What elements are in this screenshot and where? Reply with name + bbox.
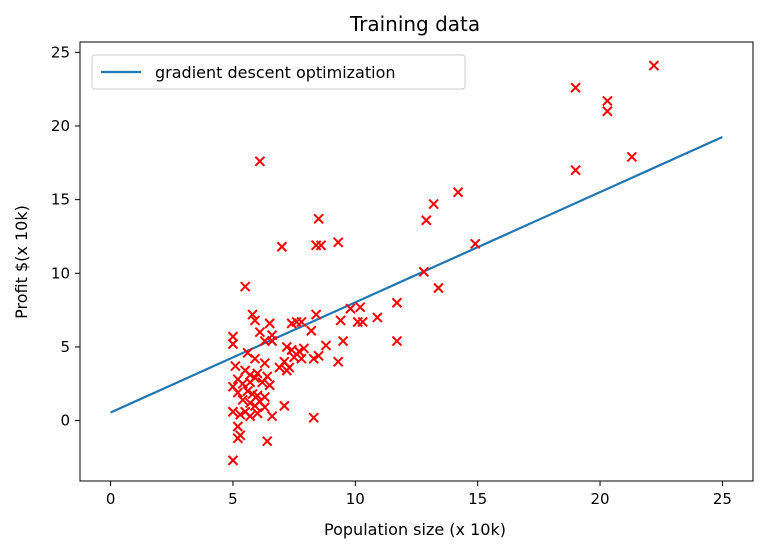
- data-point-marker: [428, 198, 439, 210]
- data-point-marker: [602, 106, 613, 117]
- data-point-marker: [570, 82, 581, 93]
- x-tick-label: 5: [228, 490, 238, 508]
- data-point-marker: [391, 335, 403, 347]
- data-point-marker: [244, 410, 256, 422]
- data-point-marker: [232, 421, 244, 432]
- data-point-marker: [259, 357, 270, 369]
- legend: gradient descent optimization: [91, 54, 466, 90]
- data-point-marker: [355, 301, 366, 313]
- data-point-marker: [308, 353, 319, 364]
- y-tick-label: 20: [51, 117, 70, 135]
- data-point-marker: [279, 400, 290, 412]
- data-point-marker: [264, 380, 275, 391]
- data-point-marker: [452, 187, 464, 198]
- y-tick-label: 10: [51, 264, 70, 282]
- data-point-marker: [242, 347, 253, 359]
- data-point-marker: [249, 315, 261, 326]
- data-point-marker: [372, 312, 383, 323]
- chart-title: Training data: [349, 12, 480, 36]
- data-point-marker: [298, 343, 310, 354]
- data-point-marker: [252, 408, 263, 419]
- plot-frame: [79, 41, 754, 482]
- data-point-marker: [345, 303, 356, 314]
- data-point-marker: [470, 238, 481, 250]
- data-point-marker: [310, 309, 322, 320]
- y-tick-label: 5: [60, 338, 70, 356]
- data-point-marker: [247, 309, 258, 320]
- plot-area: [110, 60, 723, 466]
- data-point-marker: [626, 151, 638, 163]
- data-point-marker: [281, 365, 293, 376]
- data-point-marker: [276, 241, 288, 252]
- data-point-marker: [266, 410, 278, 422]
- data-point-marker: [320, 340, 332, 351]
- data-point-marker: [332, 237, 344, 248]
- legend-box: [91, 54, 466, 90]
- data-point-marker: [281, 341, 293, 353]
- data-point-marker: [274, 362, 285, 373]
- data-point-marker: [602, 95, 613, 107]
- x-tick-label: 0: [106, 490, 116, 508]
- y-axis-label: Profit $(x 10k): [12, 205, 31, 319]
- data-point-marker: [227, 406, 239, 417]
- data-point-marker: [335, 315, 346, 326]
- data-point-marker: [357, 316, 368, 328]
- data-point-marker: [296, 316, 307, 328]
- data-point-marker: [296, 353, 307, 364]
- data-point-marker: [308, 412, 319, 423]
- data-point-marker: [421, 215, 432, 226]
- data-point-marker: [570, 164, 581, 176]
- regression-line: [110, 136, 723, 414]
- x-tick-label: 10: [346, 490, 365, 508]
- data-point-marker: [227, 455, 239, 466]
- data-point-marker: [262, 436, 273, 447]
- data-point-marker: [249, 372, 261, 384]
- data-point-marker: [259, 402, 270, 413]
- y-tick-label: 0: [60, 412, 70, 430]
- x-tick-label: 25: [713, 490, 732, 508]
- data-point-marker: [648, 60, 660, 71]
- data-point-marker: [249, 353, 261, 364]
- y-tick-label: 25: [51, 43, 70, 61]
- data-point-marker: [239, 281, 251, 292]
- y-tick-label: 15: [51, 191, 70, 209]
- data-point-marker: [313, 350, 324, 361]
- data-point-marker: [264, 318, 275, 329]
- data-point-marker: [332, 356, 344, 367]
- data-point-marker: [242, 385, 253, 397]
- x-tick-label: 15: [468, 490, 487, 508]
- data-point-marker: [418, 266, 430, 278]
- data-point-marker: [257, 377, 268, 388]
- x-tick-label: 20: [590, 490, 609, 508]
- data-point-marker: [235, 409, 246, 420]
- axes: 0 5 10 15 20 25 0 5 10 15 20 25: [51, 41, 754, 508]
- data-point-marker: [237, 394, 248, 406]
- data-point-marker: [232, 387, 244, 398]
- data-point-marker: [244, 397, 256, 409]
- data-point-marker: [391, 297, 403, 308]
- data-point-marker: [230, 360, 241, 372]
- x-axis-label: Population size (x 10k): [324, 520, 506, 539]
- data-point-marker: [337, 335, 349, 347]
- data-point-marker: [433, 282, 444, 294]
- data-point-marker: [286, 318, 297, 329]
- data-point-marker: [315, 240, 327, 251]
- data-point-marker: [306, 325, 317, 336]
- data-point-marker: [254, 327, 266, 338]
- data-point-marker: [254, 156, 266, 167]
- data-point-marker: [227, 338, 239, 350]
- data-point-marker: [232, 433, 244, 444]
- legend-label: gradient descent optimization: [155, 63, 396, 82]
- data-point-marker: [313, 213, 324, 224]
- data-point-marker: [266, 335, 278, 347]
